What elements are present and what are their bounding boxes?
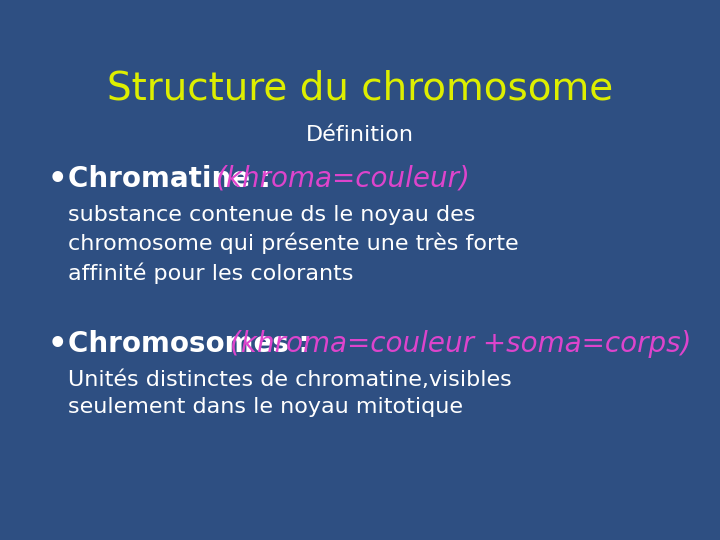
Text: substance contenue ds le noyau des
chromosome qui présente une très forte
affini: substance contenue ds le noyau des chrom… [68,205,518,284]
Text: Définition: Définition [306,125,414,145]
Text: Structure du chromosome: Structure du chromosome [107,70,613,108]
Text: (khroma=couleur): (khroma=couleur) [216,165,471,193]
Text: •: • [48,330,68,359]
Text: •: • [48,165,68,194]
Text: Unités distinctes de chromatine,visibles
seulement dans le noyau mitotique: Unités distinctes de chromatine,visibles… [68,370,512,417]
Text: Chromosomes :: Chromosomes : [68,330,319,358]
Text: Chromatine :: Chromatine : [68,165,281,193]
Text: (khroma=couleur +soma=corps): (khroma=couleur +soma=corps) [230,330,691,358]
